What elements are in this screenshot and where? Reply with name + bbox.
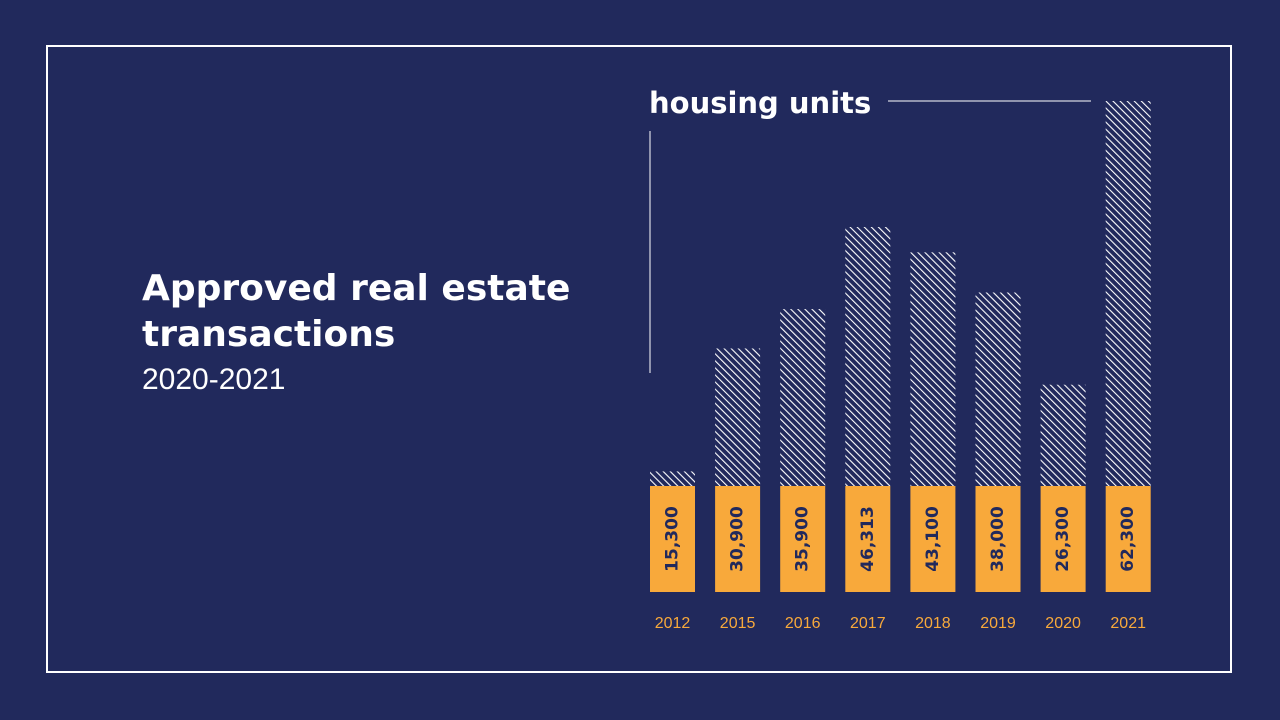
tick-label-2019: 2019: [980, 615, 1016, 632]
data-label-2012: 15,300: [663, 506, 683, 572]
slide-frame: [46, 45, 1232, 673]
bar-2015: [715, 486, 761, 592]
slide-title: Approved real estate transactions: [142, 268, 571, 355]
data-label-2019: 38,000: [988, 506, 1008, 572]
tick-label-2012: 2012: [655, 615, 691, 632]
bar-hatch-2012: [650, 471, 695, 486]
data-label-2015: 30,900: [728, 506, 748, 572]
unit-label: housing units: [649, 86, 872, 120]
tick-label-2020: 2020: [1045, 615, 1081, 632]
tick-label-2017: 2017: [850, 615, 886, 632]
data-label-2021: 62,300: [1118, 506, 1138, 572]
bar-hatch-2019: [975, 292, 1021, 486]
bar-2020: [1040, 486, 1086, 592]
bar-2016: [780, 486, 826, 592]
data-label-2016: 35,900: [793, 506, 813, 572]
bar-hatch-2021: [1105, 101, 1151, 486]
bar-hatch-2018: [910, 252, 956, 486]
bar-2018: [910, 486, 956, 592]
bar-2012: [650, 486, 695, 592]
slide-subtitle: 2020-2021: [142, 363, 286, 396]
tick-label-2021: 2021: [1110, 615, 1146, 632]
bar-hatch-2016: [780, 309, 826, 486]
data-label-2020: 26,300: [1053, 506, 1073, 572]
tick-label-2018: 2018: [915, 615, 951, 632]
tick-label-2015: 2015: [720, 615, 756, 632]
bar-2017: [845, 486, 891, 592]
bar-hatch-2017: [845, 226, 891, 486]
tick-label-2016: 2016: [785, 615, 821, 632]
bar-hatch-2015: [715, 348, 761, 486]
bar-2021: [1105, 486, 1151, 592]
data-label-2017: 46,313: [858, 506, 878, 572]
bar-2019: [975, 486, 1021, 592]
bar-hatch-2020: [1040, 384, 1086, 486]
data-label-2018: 43,100: [923, 506, 943, 572]
